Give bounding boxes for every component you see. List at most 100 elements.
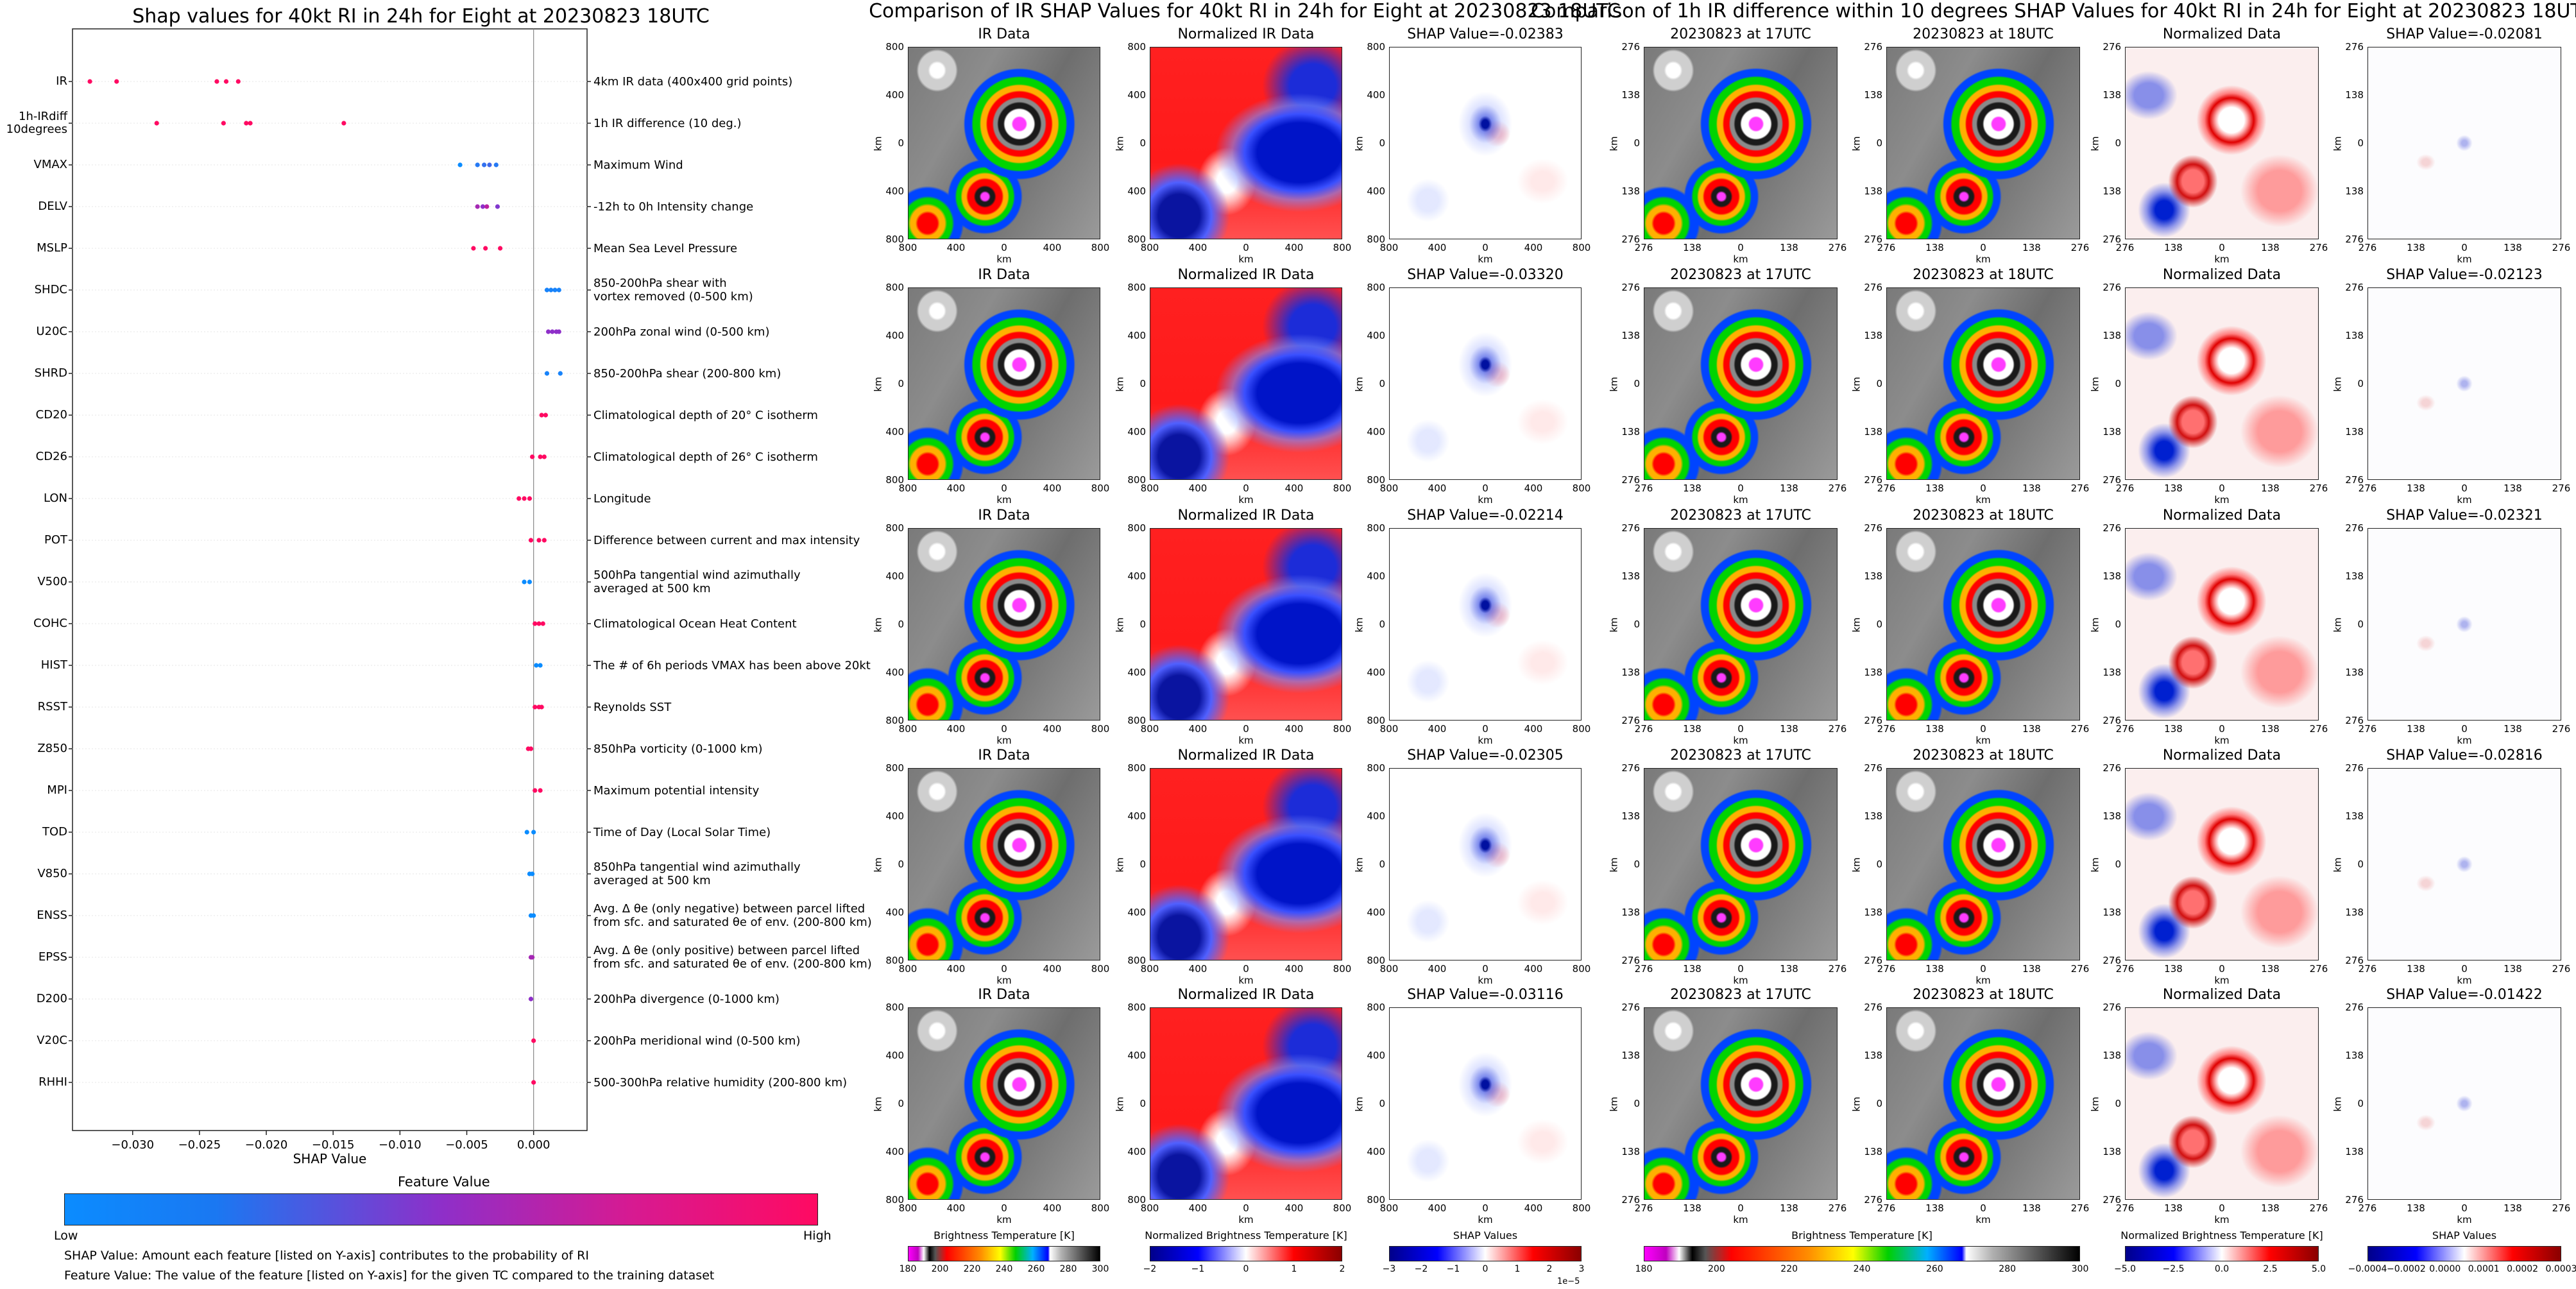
y-tick-label: 800 <box>1127 282 1146 293</box>
y-tick-label: 400 <box>885 570 904 582</box>
y-axis-label: km <box>1850 1097 1863 1112</box>
x-tick-label: 276 <box>1634 1202 1653 1214</box>
feature-description: Maximum Wind <box>593 158 683 172</box>
diff-shap-panel <box>2367 287 2561 480</box>
y-axis-label: km <box>2332 377 2344 392</box>
y-axis-label: km <box>1608 617 1620 633</box>
shap-point <box>522 579 527 585</box>
normalized-diff-panel <box>2125 768 2319 960</box>
x-tick-label: 0 <box>1737 242 1744 253</box>
feature-description: 1h IR difference (10 deg.) <box>593 117 742 130</box>
x-tick-label: 400 <box>1188 1202 1207 1214</box>
colorbar-label: Normalized Brightness Temperature [K] <box>1145 1229 1347 1242</box>
diff-shap-panel <box>2367 528 2561 721</box>
colorbar-tick-label: −0.0002 <box>2387 1264 2426 1274</box>
shap-point <box>528 538 534 543</box>
feature-label-line: D200 <box>36 992 67 1005</box>
feature-label: TOD <box>0 826 67 839</box>
x-tick-label: 276 <box>2309 1202 2328 1214</box>
panel-title: SHAP Value=-0.02383 <box>1407 26 1564 42</box>
x-axis-label: km <box>1733 494 1748 506</box>
x-tick-label: 800 <box>1140 963 1159 975</box>
x-tick-label: 276 <box>2358 963 2377 975</box>
y-tick-label: 400 <box>1367 907 1385 918</box>
ir-17utc-panel <box>1644 528 1838 721</box>
colorbar-tick-label: 0 <box>1482 1264 1488 1274</box>
y-tick-label: 800 <box>885 282 904 293</box>
x-tick-label: 276 <box>2552 723 2571 735</box>
x-tick-label: 400 <box>1524 242 1543 253</box>
colorbar-tick-label: −2 <box>1414 1264 1428 1274</box>
y-tick-label: 400 <box>1367 810 1385 822</box>
x-tick-label: −0.015 <box>312 1138 355 1152</box>
panel-title: Normalized Data <box>2162 987 2282 1003</box>
y-tick-label: 0 <box>1379 1098 1385 1109</box>
y-axis-label: km <box>1608 377 1620 392</box>
shap-point <box>538 788 543 793</box>
y-tick-label: 400 <box>1367 185 1385 197</box>
x-tick-label: 276 <box>2552 963 2571 975</box>
y-tick-label: 800 <box>885 762 904 774</box>
x-tick-label: 138 <box>2022 482 2041 494</box>
y-tick-label: 138 <box>1864 89 1882 101</box>
feature-label-line: MPI <box>47 783 67 797</box>
panel-title: Normalized Data <box>2162 508 2282 524</box>
y-tick-label: 800 <box>885 41 904 53</box>
x-axis-label: km <box>1975 975 1991 986</box>
x-tick-label: 138 <box>2164 482 2183 494</box>
y-tick-label: 276 <box>2345 1002 2364 1013</box>
panel-title: Normalized Data <box>2162 747 2282 764</box>
x-tick-label: 400 <box>1188 723 1207 735</box>
ir-18utc-panel <box>1886 1007 2080 1200</box>
shap-point <box>539 704 544 710</box>
x-tick-label: 138 <box>2407 963 2425 975</box>
y-tick-label: 138 <box>1864 185 1882 197</box>
panel-colorbar <box>2367 1246 2561 1261</box>
panel-title: 20230823 at 17UTC <box>1670 267 1811 283</box>
x-tick-label: 0 <box>1482 723 1488 735</box>
colorbar-tick-label: −0.0004 <box>2348 1264 2387 1274</box>
right-figure-title: Comparison of 1h IR difference within 10… <box>1531 0 2576 22</box>
y-tick-label: 138 <box>1621 667 1640 678</box>
colorbar-tick-label: −3 <box>1382 1264 1396 1274</box>
x-tick-label: 276 <box>2358 723 2377 735</box>
y-tick-label: 400 <box>885 89 904 101</box>
x-tick-label: 400 <box>1428 1202 1447 1214</box>
y-tick-label: 138 <box>2345 1146 2364 1157</box>
x-tick-label: 138 <box>2164 723 2183 735</box>
x-tick-label: 0 <box>1482 242 1488 253</box>
x-tick-label: 400 <box>946 723 966 735</box>
x-tick-label: 138 <box>1683 963 1702 975</box>
y-tick-label: 276 <box>1621 1002 1640 1013</box>
shap-point <box>529 454 535 459</box>
feature-description-line: Avg. Δ θe (only positive) between parcel… <box>593 944 860 957</box>
y-tick-label: 276 <box>1621 522 1640 534</box>
shap-point <box>529 955 535 960</box>
x-tick-label: 138 <box>2261 1202 2280 1214</box>
y-tick-label: 138 <box>2345 185 2364 197</box>
x-tick-label: 0 <box>1980 482 1986 494</box>
shap-point <box>538 663 543 668</box>
colorbar-label: Brightness Temperature [K] <box>934 1229 1075 1242</box>
x-tick-label: 0 <box>2219 723 2225 735</box>
panel-title: SHAP Value=-0.02816 <box>2386 747 2543 764</box>
feature-description-line: 1h IR difference (10 deg.) <box>593 116 742 130</box>
feature-description-line: 200hPa meridional wind (0-500 km) <box>593 1034 801 1048</box>
x-tick-label: 138 <box>2164 1202 2183 1214</box>
y-tick-label: 400 <box>885 907 904 918</box>
feature-label: CD20 <box>0 409 67 422</box>
y-tick-label: 138 <box>1864 426 1882 438</box>
x-axis-label: km <box>1478 975 1493 986</box>
shap-point <box>484 204 490 209</box>
feature-label-line: IR <box>56 74 67 88</box>
y-tick-label: 276 <box>2103 474 2121 486</box>
feature-label-line: EPSS <box>38 950 67 964</box>
x-tick-label: 0 <box>2461 242 2468 253</box>
shap-point <box>475 162 480 167</box>
panel-title: SHAP Value=-0.03320 <box>1407 267 1564 283</box>
shap-point <box>531 1038 536 1043</box>
x-tick-label: 800 <box>1333 723 1352 735</box>
shap-point <box>545 329 551 334</box>
y-tick-label: 0 <box>1139 858 1146 870</box>
shap-point <box>550 329 555 334</box>
